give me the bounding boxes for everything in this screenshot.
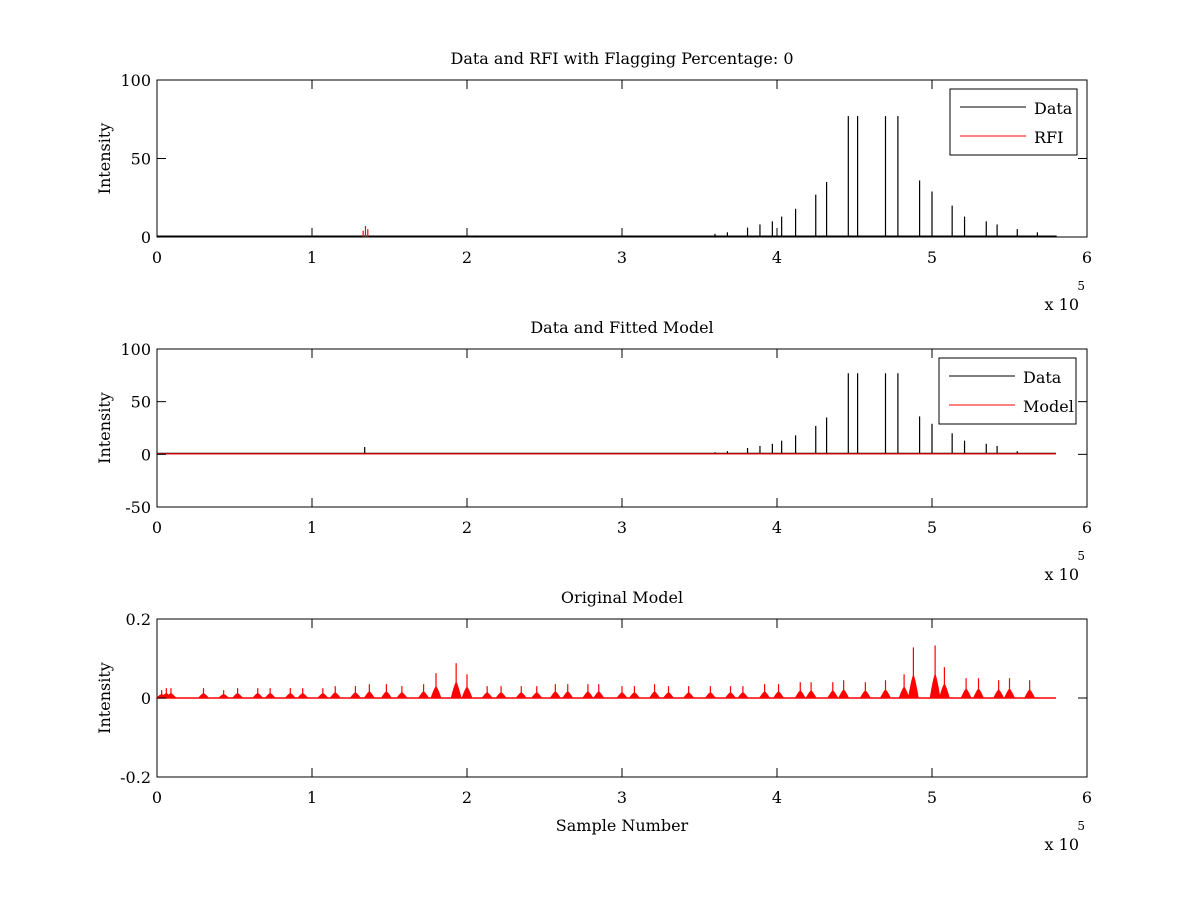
x-tick-label: 6	[1082, 518, 1092, 537]
x-tick-label: 1	[307, 788, 317, 807]
legend-entry-label: Model	[1023, 397, 1074, 416]
y-tick-label: 100	[120, 340, 151, 359]
legend-box	[949, 88, 1078, 156]
x-exponent-base: x 10	[1045, 565, 1079, 584]
x-exponent-power: 5	[1077, 279, 1085, 293]
y-tick-label: 50	[131, 393, 151, 412]
x-tick-label: 0	[152, 518, 162, 537]
x-exponent-base: x 10	[1045, 295, 1079, 314]
x-tick-label: 0	[152, 788, 162, 807]
y-tick-label: -0.2	[120, 768, 151, 787]
x-tick-label: 4	[772, 788, 782, 807]
series-data-marks	[157, 116, 1057, 237]
x-tick-label: 4	[772, 518, 782, 537]
y-tick-label: 0	[141, 689, 151, 708]
y-axis-label: Intensity	[95, 392, 114, 464]
y-tick-label: 0	[141, 445, 151, 464]
x-tick-label: 3	[617, 248, 627, 267]
x-tick-label: 6	[1082, 248, 1092, 267]
x-tick-label: 2	[462, 248, 472, 267]
axes-box	[156, 79, 1088, 238]
x-tick-label: 3	[617, 518, 627, 537]
x-tick-label: 3	[617, 788, 627, 807]
y-axis-label: Intensity	[95, 123, 114, 195]
y-tick-label: 50	[131, 150, 151, 169]
legend-entry-label: Data	[1023, 368, 1062, 387]
x-tick-label: 1	[307, 518, 317, 537]
legend-entry-label: Data	[1034, 99, 1073, 118]
x-tick-label: 4	[772, 248, 782, 267]
legend: Data RFI	[949, 88, 1078, 156]
x-tick-label: 5	[927, 248, 937, 267]
chart-title: Data and RFI with Flagging Percentage: 0	[450, 49, 793, 68]
x-tick-label: 5	[927, 788, 937, 807]
chart-title: Data and Fitted Model	[530, 318, 713, 337]
legend-entry-label: RFI	[1034, 128, 1063, 147]
x-tick-label: 2	[462, 518, 472, 537]
legend-box	[938, 357, 1077, 425]
x-exponent-power: 5	[1077, 549, 1085, 563]
x-tick-label: 1	[307, 248, 317, 267]
y-tick-label: 0	[141, 228, 151, 247]
legend: Data Model	[938, 357, 1077, 425]
x-tick-label: 0	[152, 248, 162, 267]
y-tick-label: 0.2	[126, 610, 151, 629]
y-tick-label: -50	[125, 498, 151, 517]
x-tick-label: 6	[1082, 788, 1092, 807]
x-tick-label: 2	[462, 788, 472, 807]
x-tick-label: 5	[927, 518, 937, 537]
y-axis-label: Intensity	[95, 662, 114, 734]
axes-data-and-rfi: 0 1 2 3 4 5 6 0 50 100 x 10 5 Data and RFI with Flag…	[95, 49, 1092, 314]
series-rfi-marks	[362, 226, 369, 237]
series-model-marks	[155, 645, 1056, 699]
y-tick-label: 100	[120, 71, 151, 90]
chart-title: Original Model	[561, 588, 683, 607]
x-exponent-power: 5	[1077, 819, 1085, 833]
x-axis-label: Sample Number	[556, 816, 689, 835]
x-exponent-base: x 10	[1045, 835, 1079, 854]
